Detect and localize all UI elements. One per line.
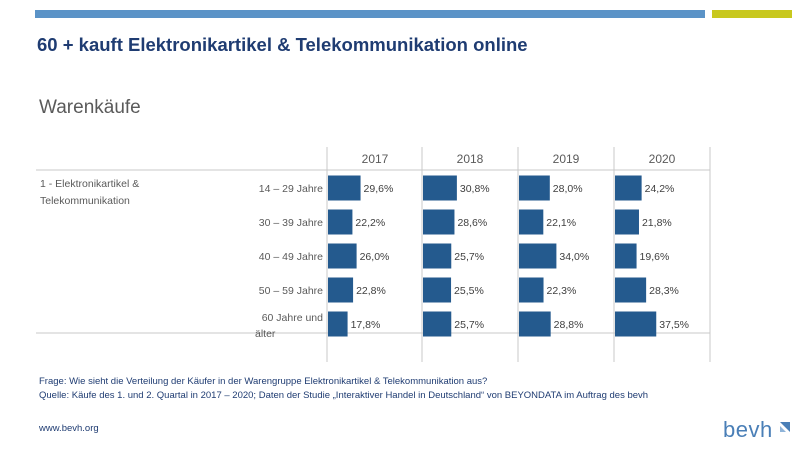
bar [615, 277, 647, 303]
bar [519, 277, 544, 303]
year-header: 2020 [649, 152, 676, 166]
bar-value-label: 19,6% [640, 251, 670, 263]
category-group-label: Telekommunikation [40, 195, 130, 207]
page-title: 60 + kauft Elektronikartikel & Telekommu… [37, 34, 528, 55]
bar-value-label: 28,6% [457, 217, 487, 229]
bar-value-label: 25,5% [454, 285, 484, 297]
bar [423, 175, 457, 201]
age-group-label: 30 – 39 Jahre [259, 217, 323, 229]
logo-wordmark: bevh [723, 417, 773, 442]
bar [519, 175, 550, 201]
bar [519, 209, 544, 235]
bar [328, 175, 361, 201]
bar [328, 209, 353, 235]
bar-value-label: 25,7% [454, 251, 484, 263]
bar-value-label: 21,8% [642, 217, 672, 229]
bar-value-label: 25,7% [454, 319, 484, 331]
footnote-question: Frage: Wie sieht die Verteilung der Käuf… [39, 376, 488, 387]
bar-value-label: 28,0% [553, 183, 583, 195]
category-group-label: 1 - Elektronikartikel & [40, 178, 139, 190]
bar-value-label: 24,2% [645, 183, 675, 195]
bar [423, 209, 455, 235]
top-accent-bar-blue [35, 10, 705, 18]
website-link[interactable]: www.bevh.org [39, 423, 99, 434]
bar-value-label: 28,3% [649, 285, 679, 297]
bevh-logo: bevh [723, 418, 793, 444]
bar-value-label: 22,3% [547, 285, 577, 297]
age-group-label: 14 – 29 Jahre [259, 183, 323, 195]
bar [328, 277, 354, 303]
bar [615, 243, 637, 269]
bar-value-label: 34,0% [559, 251, 589, 263]
logo-arrow-icon [780, 422, 790, 432]
age-group-label: 40 – 49 Jahre [259, 251, 323, 263]
bar [519, 243, 557, 269]
bar [328, 311, 348, 337]
footnote-source: Quelle: Käufe des 1. und 2. Quartal in 2… [39, 390, 649, 401]
year-header: 2019 [553, 152, 580, 166]
age-group-label: 60 Jahre und [262, 312, 323, 324]
bar-value-label: 28,8% [554, 319, 584, 331]
top-accent-bar-yellow [712, 10, 792, 18]
bar-value-label: 22,8% [356, 285, 386, 297]
bar [519, 311, 551, 337]
bar [615, 209, 639, 235]
bar-value-label: 26,0% [360, 251, 390, 263]
age-group-label: älter [255, 328, 276, 340]
bar-value-label: 22,1% [546, 217, 576, 229]
page-subtitle: Warenkäufe [39, 97, 141, 118]
bar-value-label: 37,5% [659, 319, 689, 331]
bar-value-label: 22,2% [355, 217, 385, 229]
bar [615, 175, 642, 201]
bar-value-label: 30,8% [460, 183, 490, 195]
bar-value-label: 17,8% [351, 319, 381, 331]
bar [423, 311, 452, 337]
year-header: 2018 [457, 152, 484, 166]
bar [423, 243, 452, 269]
bar [423, 277, 452, 303]
age-group-label: 50 – 59 Jahre [259, 285, 323, 297]
bar [615, 311, 657, 337]
bar-value-label: 29,6% [364, 183, 394, 195]
year-header: 2017 [362, 152, 389, 166]
bar [328, 243, 357, 269]
